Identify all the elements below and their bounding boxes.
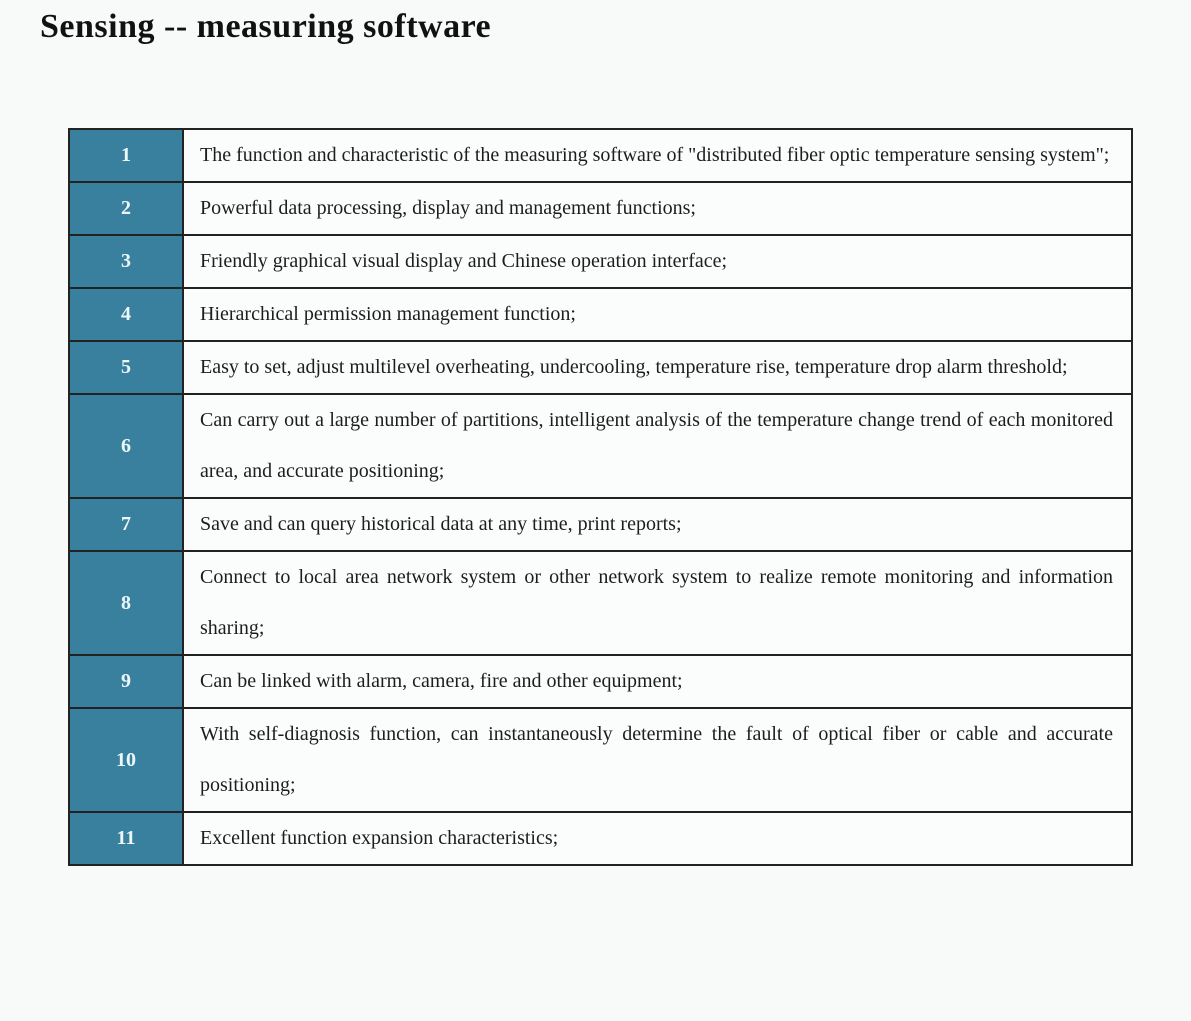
row-text-cell: Connect to local area network system or … xyxy=(182,550,1133,656)
row-text-cell: With self-diagnosis function, can instan… xyxy=(182,707,1133,813)
page-title: Sensing -- measuring software xyxy=(40,8,492,45)
row-number-cell: 8 xyxy=(68,550,184,656)
row-number-cell: 10 xyxy=(68,707,184,813)
features-table: 1 The function and characteristic of the… xyxy=(68,128,1133,866)
row-text-cell: Friendly graphical visual display and Ch… xyxy=(182,234,1133,289)
row-text-cell: Save and can query historical data at an… xyxy=(182,497,1133,552)
row-number-cell: 11 xyxy=(68,811,184,866)
row-text-cell: The function and characteristic of the m… xyxy=(182,128,1133,183)
table-row: 1 The function and characteristic of the… xyxy=(68,128,1133,183)
table-row: 4 Hierarchical permission management fun… xyxy=(68,287,1133,342)
features-table-body: 1 The function and characteristic of the… xyxy=(68,128,1133,866)
row-number-cell: 4 xyxy=(68,287,184,342)
row-number-cell: 9 xyxy=(68,654,184,709)
row-number-cell: 3 xyxy=(68,234,184,289)
row-text-cell: Can be linked with alarm, camera, fire a… xyxy=(182,654,1133,709)
row-number-cell: 5 xyxy=(68,340,184,395)
table-row: 8 Connect to local area network system o… xyxy=(68,550,1133,656)
table-row: 7 Save and can query historical data at … xyxy=(68,497,1133,552)
row-text-cell: Excellent function expansion characteris… xyxy=(182,811,1133,866)
row-text-cell: Can carry out a large number of partitio… xyxy=(182,393,1133,499)
row-number-cell: 7 xyxy=(68,497,184,552)
table-row: 9 Can be linked with alarm, camera, fire… xyxy=(68,654,1133,709)
row-text-cell: Hierarchical permission management funct… xyxy=(182,287,1133,342)
table-row: 3 Friendly graphical visual display and … xyxy=(68,234,1133,289)
row-number-cell: 1 xyxy=(68,128,184,183)
row-number-cell: 2 xyxy=(68,181,184,236)
row-text-cell: Easy to set, adjust multilevel overheati… xyxy=(182,340,1133,395)
table-row: 10 With self-diagnosis function, can ins… xyxy=(68,707,1133,813)
table-row: 6 Can carry out a large number of partit… xyxy=(68,393,1133,499)
row-text-cell: Powerful data processing, display and ma… xyxy=(182,181,1133,236)
row-number-cell: 6 xyxy=(68,393,184,499)
table-row: 2 Powerful data processing, display and … xyxy=(68,181,1133,236)
table-row: 11 Excellent function expansion characte… xyxy=(68,811,1133,866)
table-row: 5 Easy to set, adjust multilevel overhea… xyxy=(68,340,1133,395)
